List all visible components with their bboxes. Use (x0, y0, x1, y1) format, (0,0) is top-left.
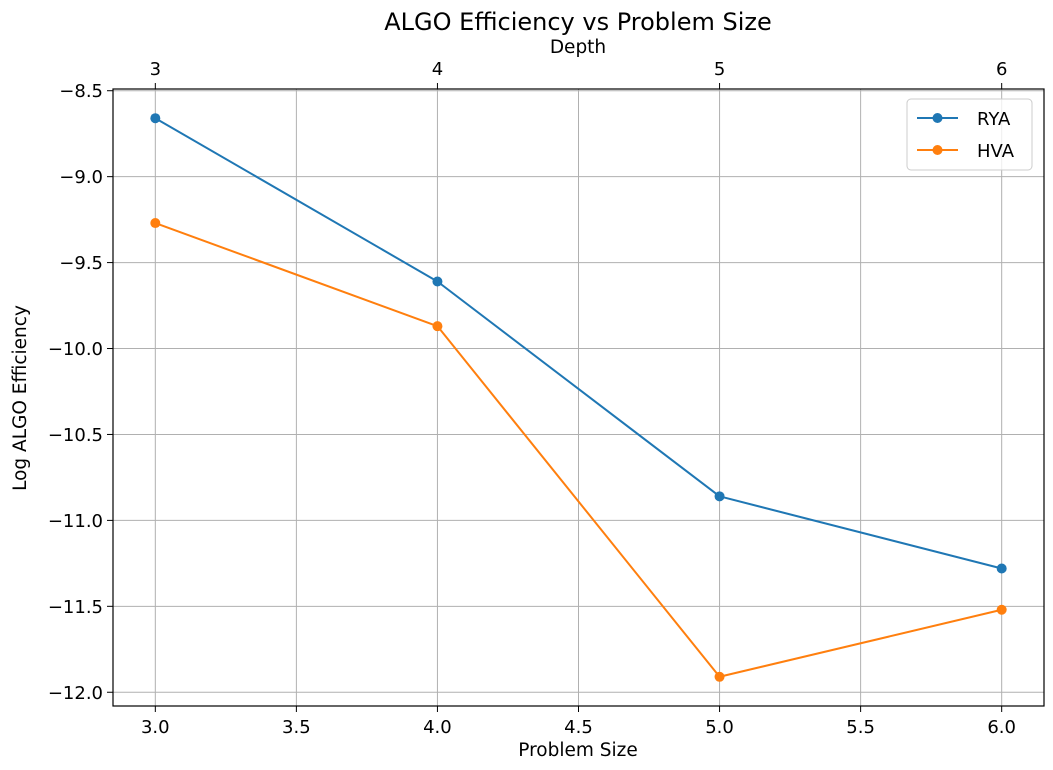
data-series (150, 113, 1007, 682)
data-point-rya (432, 276, 443, 287)
x-tick-label: 4.0 (423, 717, 452, 738)
data-point-rya (150, 113, 161, 124)
x-axis-title: Problem Size (518, 740, 638, 761)
x-tick-label: 3.5 (282, 717, 311, 738)
plot-frame (112, 88, 1045, 707)
axis-ticks: 3.0 3.5 4.0 4.5 5.0 5.5 6.0 −8.5 −9.0 −9.5 −10.0 −1… (48, 59, 1016, 738)
legend-marker-rya (932, 113, 943, 123)
data-point-rya (996, 563, 1007, 574)
top-x-tick-label: 4 (432, 59, 443, 80)
y-tick-label: −12.0 (48, 683, 103, 704)
x-tick-label: 5.0 (705, 717, 734, 738)
legend-marker-hva (932, 145, 943, 155)
x-tick-label: 6.0 (987, 717, 1016, 738)
y-axis-title: Log ALGO Efficiency (10, 305, 31, 491)
y-tick-label: −11.0 (48, 511, 103, 532)
series-line-rya (154, 117, 1002, 570)
data-point-hva (714, 671, 725, 682)
y-tick-label: −9.5 (59, 253, 103, 274)
x-tick-label: 3.0 (141, 717, 170, 738)
legend-label-rya: RYA (977, 109, 1011, 130)
chart-title: ALGO Efficiency vs Problem Size (384, 8, 772, 36)
data-point-rya (714, 491, 725, 502)
grid-lines (113, 89, 1044, 706)
data-point-hva (432, 321, 443, 332)
y-tick-label: −9.0 (59, 167, 103, 188)
y-tick-label: −10.0 (48, 339, 103, 360)
y-tick-label: −8.5 (59, 81, 103, 102)
top-x-tick-label: 6 (996, 59, 1007, 80)
y-tick-label: −10.5 (48, 425, 103, 446)
legend-label-hva: HVA (977, 141, 1015, 162)
legend: RYA HVA (906, 98, 1033, 171)
top-x-tick-label: 5 (714, 59, 725, 80)
data-point-hva (996, 604, 1007, 615)
y-tick-label: −11.5 (48, 597, 103, 618)
series-line-hva (154, 222, 1002, 678)
x-tick-label: 4.5 (564, 717, 593, 738)
top-x-tick-label: 3 (150, 59, 161, 80)
top-x-axis-title: Depth (550, 37, 606, 58)
data-point-hva (150, 218, 161, 229)
x-tick-label: 5.5 (846, 717, 875, 738)
